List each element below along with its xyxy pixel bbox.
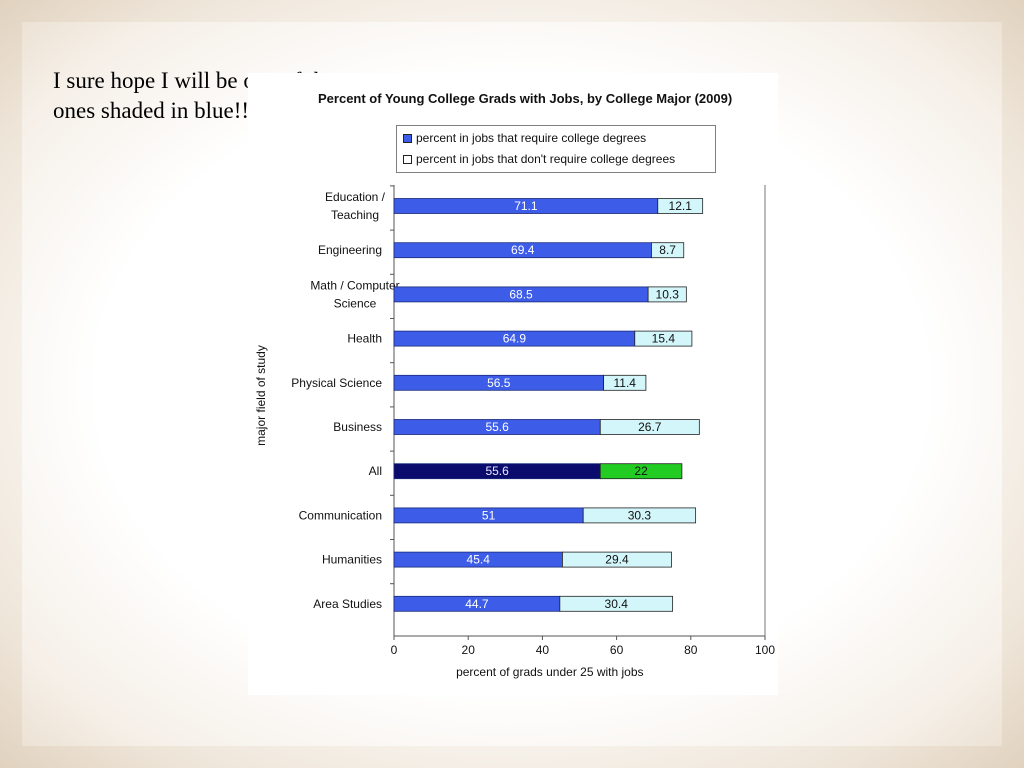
x-tick-label: 40 (536, 643, 550, 657)
data-label-not-required: 29.4 (605, 553, 629, 567)
bar-not-required (657, 198, 704, 214)
category-label: Area Studies (313, 597, 382, 611)
data-label-required: 56.5 (487, 376, 511, 390)
category-label: All (369, 464, 382, 478)
bar-not-required (634, 330, 693, 347)
data-label-not-required: 15.4 (652, 332, 676, 346)
chart-plot: 0 20 40 60 80 100 percent of grads under 25 wi… (254, 185, 775, 679)
x-axis-title: percent of grads under 25 with jobs (456, 665, 643, 679)
data-label-required: 45.4 (467, 553, 491, 567)
data-label-not-required: 30.4 (605, 597, 629, 611)
category-label: Humanities (322, 553, 382, 567)
data-label-required: 55.6 (485, 420, 509, 434)
x-tick-label: 80 (684, 643, 698, 657)
x-tick-label: 60 (610, 643, 624, 657)
data-label-required: 51 (482, 508, 496, 522)
bar-not-required (603, 374, 647, 391)
data-label-not-required: 11.4 (614, 376, 637, 390)
bar-not-required (647, 286, 687, 303)
data-label-required: 68.5 (509, 287, 533, 301)
x-tick-label: 0 (391, 643, 398, 657)
bar-not-required (651, 242, 685, 259)
data-label-not-required: 10.3 (656, 287, 680, 301)
x-tick-label: 20 (462, 643, 476, 657)
chart-image: 0 20 40 60 80 100 percent of grads under 25 wi… (248, 73, 778, 695)
category-label: Education / (325, 190, 386, 204)
legend-item-not-required: percent in jobs that don't require colle… (403, 152, 675, 166)
data-label-not-required: 22 (634, 464, 648, 478)
bar-not-required (599, 463, 683, 480)
x-tick-label: 100 (755, 643, 775, 657)
category-label: Engineering (318, 243, 382, 257)
category-label: Science (334, 296, 377, 310)
data-label-required: 69.4 (511, 243, 535, 257)
data-label-required: 71.1 (514, 199, 538, 213)
category-label: Health (347, 332, 382, 346)
legend-label-not-required: percent in jobs that don't require colle… (416, 152, 676, 166)
category-label: Math / Computer (310, 278, 399, 292)
data-label-not-required: 30.3 (628, 508, 652, 522)
legend-swatch-not-required (403, 154, 412, 164)
chart-legend: percent in jobs that require college deg… (396, 125, 716, 173)
legend-label-required: percent in jobs that require college deg… (416, 131, 647, 145)
category-label: Teaching (331, 208, 379, 222)
y-axis-title: major field of study (254, 345, 268, 446)
category-label: Communication (299, 508, 382, 522)
category-label: Physical Science (291, 376, 382, 390)
data-label-not-required: 12.1 (669, 199, 693, 213)
bar-not-required (582, 507, 697, 524)
data-label-required: 64.9 (503, 332, 527, 346)
legend-swatch-required (403, 133, 412, 143)
chart-title: Percent of Young College Grads with Jobs… (318, 91, 733, 106)
bar-not-required (599, 419, 700, 435)
bar-not-required (559, 595, 674, 612)
bar-not-required (562, 551, 672, 568)
data-label-required: 44.7 (465, 597, 489, 611)
data-label-required: 55.6 (485, 464, 509, 478)
legend-item-required: percent in jobs that require college deg… (403, 131, 646, 145)
data-label-not-required: 8.7 (659, 243, 676, 257)
data-label-not-required: 26.7 (638, 420, 662, 434)
category-label: Business (333, 420, 382, 434)
